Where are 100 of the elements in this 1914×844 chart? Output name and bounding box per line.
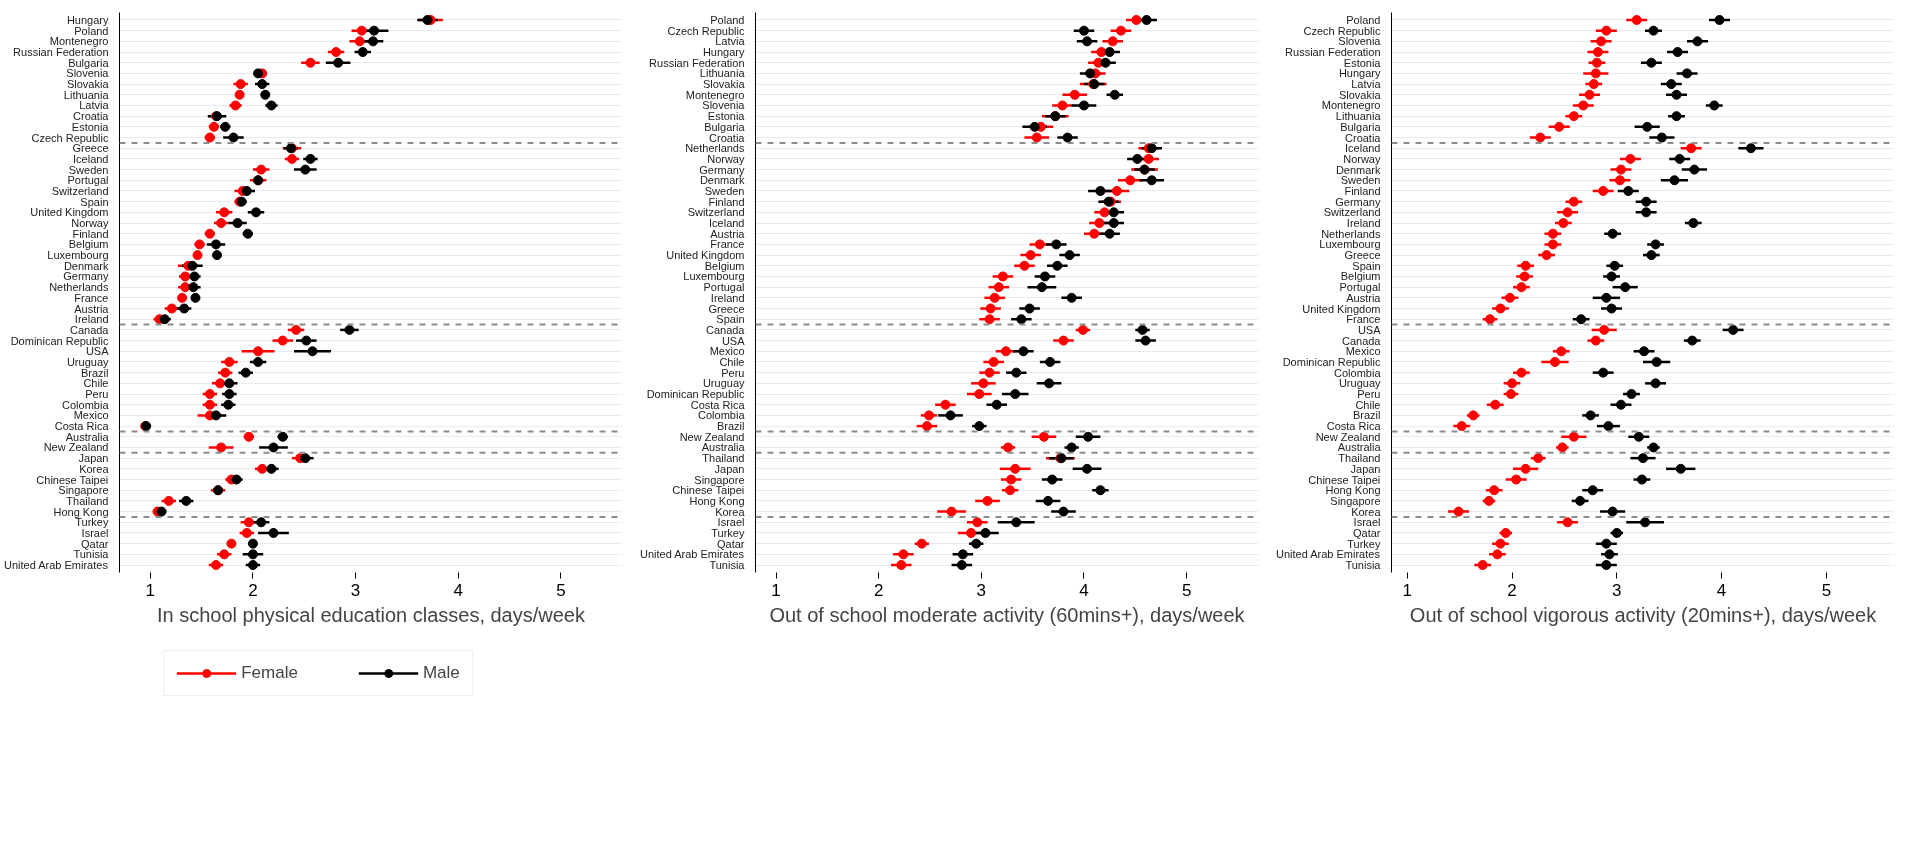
y-tick-label: Austria xyxy=(710,227,746,240)
y-tick-label: Hong Kong xyxy=(689,494,745,507)
y-tick-label: Hungary xyxy=(702,46,745,59)
y-tick-label: Norway xyxy=(71,217,109,230)
y-tick-label: Russian Federation xyxy=(1285,46,1381,59)
y-tick-label: France xyxy=(1346,313,1381,326)
y-tick-label: Iceland xyxy=(709,217,745,230)
y-tick-label: Norway xyxy=(1343,152,1381,165)
x-tick-label: 4 xyxy=(453,580,463,600)
y-tick-label: Germany xyxy=(699,163,745,176)
y-tick-label: Bulgaria xyxy=(1340,120,1382,133)
y-tick-label: Denmark xyxy=(699,174,745,187)
y-tick-label: Greece xyxy=(72,142,109,155)
y-tick-label: Greece xyxy=(1344,249,1381,262)
y-tick-label: Dominican Republic xyxy=(10,334,109,347)
y-tick-label: Qatar xyxy=(80,537,109,550)
y-tick-label: Uruguay xyxy=(66,355,109,368)
y-tick-label: Portugal xyxy=(703,281,745,294)
y-tick-label: Peru xyxy=(85,388,109,401)
y-tick-label: Hong Kong xyxy=(1325,484,1381,497)
y-tick-label: Czech Republic xyxy=(31,131,109,144)
y-tick-label: Qatar xyxy=(1352,526,1381,539)
y-tick-label: Thailand xyxy=(702,452,745,465)
y-tick-label: Hungary xyxy=(1338,67,1381,80)
y-tick-label: Slovenia xyxy=(66,67,110,80)
y-tick-label: United Kingdom xyxy=(30,206,109,219)
y-tick-label: Canada xyxy=(69,323,110,336)
y-tick-label: Brazil xyxy=(1352,409,1381,422)
y-tick-label: Switzerland xyxy=(1323,206,1381,219)
y-tick-label: Estonia xyxy=(1343,56,1382,69)
y-tick-label: Portugal xyxy=(1339,281,1381,294)
y-tick-label: United Kingdom xyxy=(1302,302,1381,315)
y-tick-label: Japan xyxy=(1350,462,1381,475)
x-tick-label: 1 xyxy=(771,580,781,600)
y-tick-label: Chile xyxy=(719,355,745,368)
y-tick-label: Australia xyxy=(65,430,110,443)
y-tick-label: Iceland xyxy=(73,152,109,165)
y-tick-label: Brazil xyxy=(716,420,745,433)
x-tick-label: 5 xyxy=(556,580,566,600)
y-tick-label: Israel xyxy=(717,516,745,529)
y-tick-label: United Arab Emirates xyxy=(639,548,745,561)
y-tick-label: Costa Rica xyxy=(54,420,110,433)
x-tick-label: 4 xyxy=(1716,580,1727,600)
y-tick-label: Belgium xyxy=(68,238,109,251)
x-tick-label: 1 xyxy=(145,580,156,600)
y-tick-label: USA xyxy=(721,334,746,347)
y-tick-label: Germany xyxy=(1335,195,1381,208)
y-tick-label: Slovakia xyxy=(702,78,746,91)
y-tick-label: United Arab Emirates xyxy=(1275,548,1381,561)
y-tick-label: Montenegro xyxy=(685,88,745,101)
x-tick-label: 3 xyxy=(1612,580,1622,600)
y-tick-label: United Kingdom xyxy=(666,249,745,262)
y-tick-label: Australia xyxy=(701,441,746,454)
x-axis-title: In school physical education classes, days/week xyxy=(157,603,586,626)
y-tick-label: Iceland xyxy=(1345,142,1381,155)
y-tick-label: Spain xyxy=(1352,259,1381,272)
x-tick-label: 1 xyxy=(1402,580,1412,600)
y-tick-label: Mexico xyxy=(1345,345,1381,358)
y-tick-label: Poland xyxy=(1346,13,1381,26)
x-tick-label: 3 xyxy=(976,580,987,600)
y-tick-label: Luxembourg xyxy=(1319,238,1381,251)
y-tick-label: Latvia xyxy=(715,35,746,48)
y-tick-label: Greece xyxy=(708,302,745,315)
y-tick-label: Bulgaria xyxy=(68,56,110,69)
y-tick-label: Colombia xyxy=(62,398,110,411)
y-tick-label: Chile xyxy=(1355,398,1381,411)
y-tick-label: USA xyxy=(85,345,110,358)
y-tick-label: Mexico xyxy=(709,345,745,358)
y-tick-label: Ireland xyxy=(1346,217,1381,230)
y-tick-label: Chinese Taipei xyxy=(36,473,109,486)
y-tick-label: Dominican Republic xyxy=(646,388,745,401)
y-tick-label: Colombia xyxy=(698,409,746,422)
y-tick-label: Sweden xyxy=(704,184,745,197)
y-tick-label: Netherlands xyxy=(1321,227,1381,240)
y-tick-label: Switzerland xyxy=(687,206,745,219)
y-tick-label: Turkey xyxy=(711,526,745,539)
legend-label: Male xyxy=(422,663,460,683)
x-tick-label: 2 xyxy=(248,580,258,600)
x-axis-title: Out of school moderate activity (60mins+), days/week xyxy=(769,603,1246,626)
y-tick-label: Peru xyxy=(721,366,745,379)
y-tick-label: Czech Republic xyxy=(667,24,745,37)
y-tick-label: Lithuania xyxy=(1335,110,1382,123)
y-tick-label: Latvia xyxy=(1351,78,1382,91)
y-tick-label: Sweden xyxy=(68,163,109,176)
y-tick-label: Israel xyxy=(1353,516,1381,529)
x-tick-label: 4 xyxy=(1079,580,1089,600)
x-axis-title: Out of school vigorous activity (20mins+), days/week xyxy=(1409,603,1878,626)
y-tick-label: Slovakia xyxy=(1338,88,1382,101)
x-tick-label: 2 xyxy=(1507,580,1517,600)
y-tick-label: New Zealand xyxy=(679,430,745,443)
y-tick-label: Norway xyxy=(707,152,745,165)
y-tick-label: Finland xyxy=(1344,184,1381,197)
y-tick-label: Netherlands xyxy=(685,142,745,155)
y-tick-label: Tunisia xyxy=(709,559,746,572)
y-tick-label: Latvia xyxy=(79,99,110,112)
y-tick-label: United Arab Emirates xyxy=(3,559,109,572)
y-tick-label: Hungary xyxy=(66,13,109,26)
y-tick-label: Singapore xyxy=(694,473,745,486)
y-tick-label: Tunisia xyxy=(73,548,110,561)
y-tick-label: Canada xyxy=(1341,334,1382,347)
